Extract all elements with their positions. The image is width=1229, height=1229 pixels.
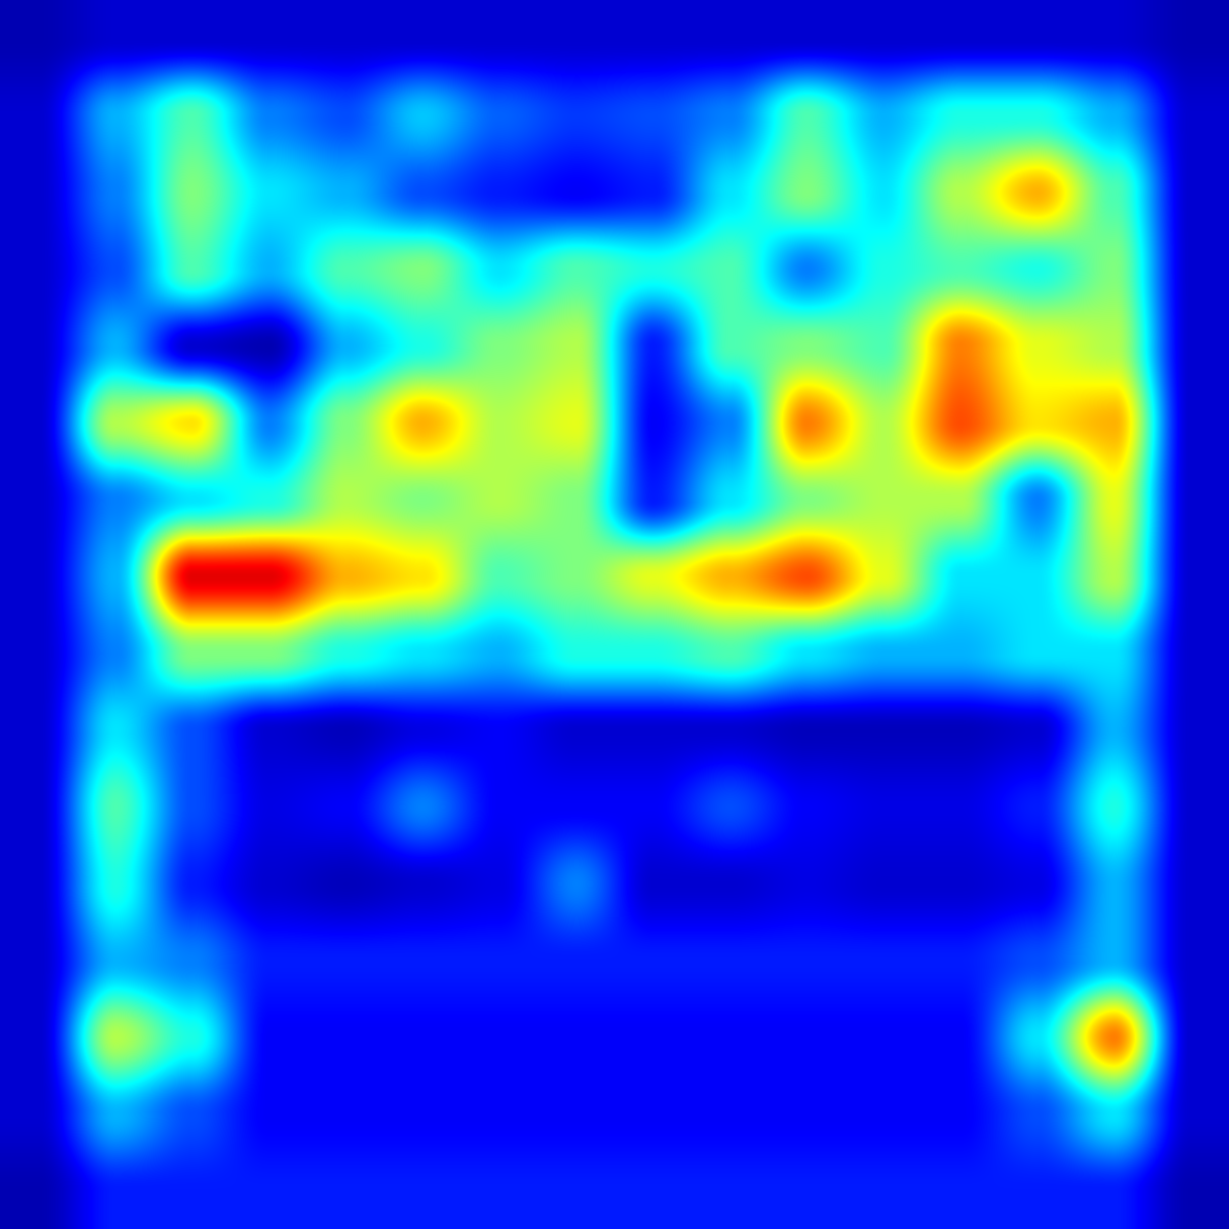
heatmap-canvas [0,0,1229,1229]
heatmap-image [0,0,1229,1229]
